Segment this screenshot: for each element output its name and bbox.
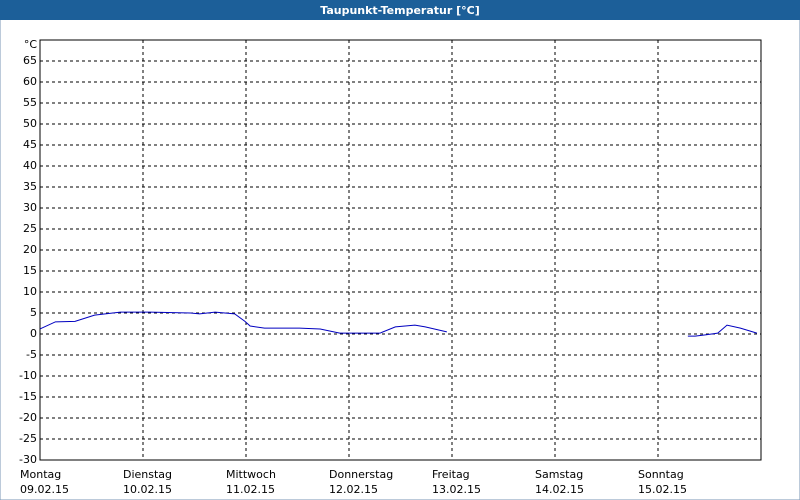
y-tick-label: -20	[19, 411, 37, 424]
chart-title: Taupunkt-Temperatur [°C]	[320, 4, 480, 17]
data-line	[39, 311, 758, 337]
x-tick-date: 11.02.15	[226, 483, 275, 496]
plot-border	[39, 39, 762, 461]
y-tick-label: -5	[26, 348, 37, 361]
x-tick-date: 10.02.15	[123, 483, 172, 496]
x-tick-label: Mittwoch	[226, 468, 276, 481]
title-bar	[0, 0, 800, 20]
y-unit-label: °C	[24, 38, 38, 51]
x-tick-label: Freitag	[432, 468, 470, 481]
x-tick-label: Dienstag	[123, 468, 172, 481]
y-tick-label: 25	[23, 222, 37, 235]
y-tick-label: 45	[23, 138, 37, 151]
y-tick-label: 40	[23, 159, 37, 172]
y-tick-label: 50	[23, 117, 37, 130]
y-tick-label: 5	[30, 306, 37, 319]
y-tick-label: -30	[19, 453, 37, 466]
x-tick-date: 15.02.15	[638, 483, 687, 496]
x-tick-date: 13.02.15	[432, 483, 481, 496]
y-tick-label: 60	[23, 75, 37, 88]
x-tick-label: Samstag	[535, 468, 583, 481]
y-tick-label: 55	[23, 96, 37, 109]
x-tick-date: 12.02.15	[329, 483, 378, 496]
x-tick-date: 09.02.15	[20, 483, 69, 496]
y-tick-label: 35	[23, 180, 37, 193]
y-tick-label: 10	[23, 285, 37, 298]
y-tick-label: 15	[23, 264, 37, 277]
x-tick-label: Sonntag	[638, 468, 684, 481]
y-tick-label: -10	[19, 369, 37, 382]
y-tick-label: -15	[19, 390, 37, 403]
y-tick-label: 30	[23, 201, 37, 214]
y-tick-label: -25	[19, 432, 37, 445]
y-tick-label: 65	[23, 54, 37, 67]
x-tick-date: 14.02.15	[535, 483, 584, 496]
x-tick-label: Donnerstag	[329, 468, 393, 481]
x-tick-label: Montag	[20, 468, 61, 481]
y-tick-label: 20	[23, 243, 37, 256]
y-tick-label: 0	[30, 327, 37, 340]
